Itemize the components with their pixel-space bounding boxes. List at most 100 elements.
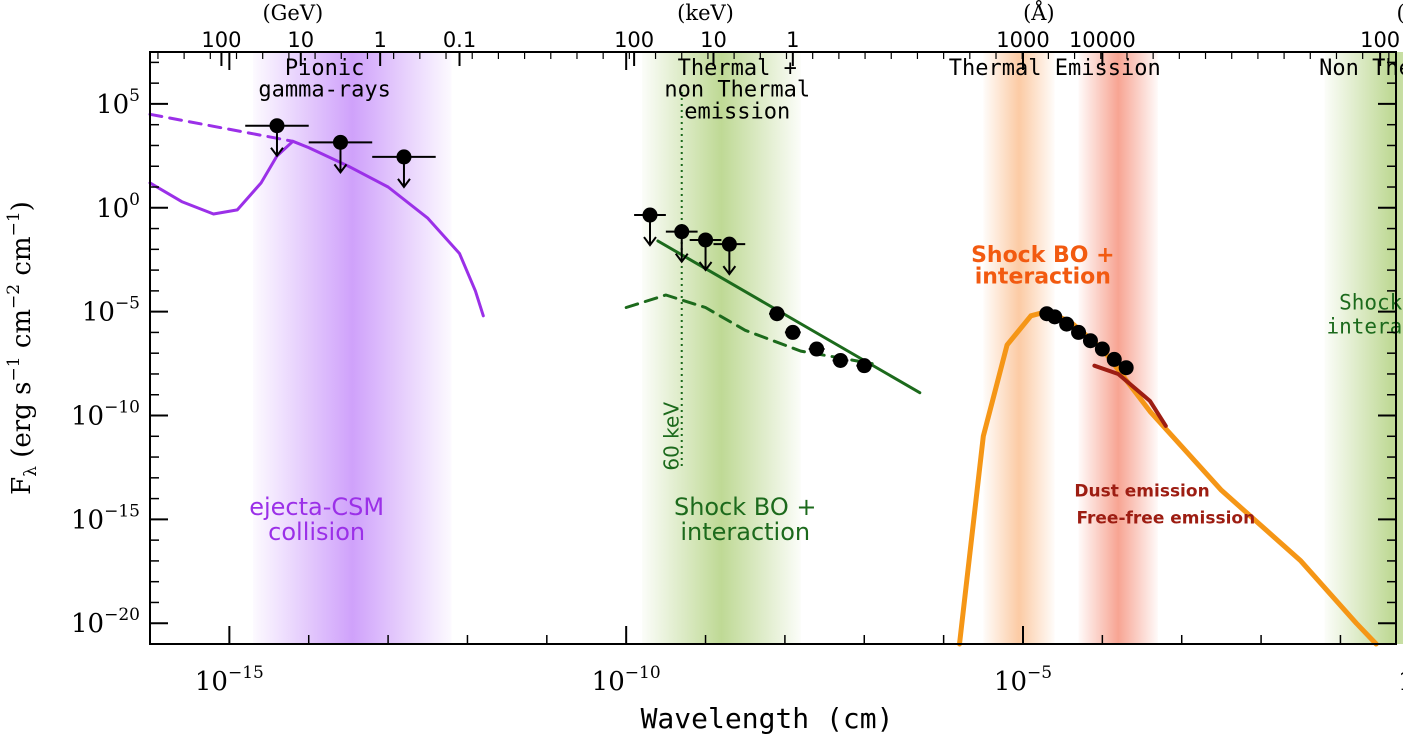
y-tick-label: 10−5 (82, 294, 140, 328)
x-tick-exp: −5 (1027, 663, 1052, 683)
y-tick-base: 10 (96, 90, 129, 120)
annotation-shockcsm-1: Shock-CSM (1339, 291, 1403, 315)
y-title-exp1: −1 (4, 356, 24, 381)
annotation-pionic-2: gamma-rays (258, 78, 390, 103)
y-title-exp3: −1 (4, 211, 24, 236)
vline-60kev-label: 60 keV (660, 402, 684, 471)
x-tick-label: 10−10 (592, 663, 661, 697)
data-point-marker (785, 324, 801, 340)
top-axis-unit: (keV) (677, 1, 734, 25)
y-tick-base: 10 (71, 609, 104, 639)
data-point (689, 232, 722, 272)
x-tick-base: 10 (994, 667, 1027, 697)
y-tick-label: 10−15 (71, 501, 140, 535)
data-point-marker (332, 134, 348, 150)
data-point-marker (1047, 309, 1063, 325)
top-tick-label: 1000 (996, 28, 1049, 52)
annotation-thermal-nt-3: emission (684, 99, 790, 124)
top-tick-label: 10 (700, 28, 727, 52)
data-point-marker (769, 306, 785, 322)
band-radio (1324, 52, 1403, 644)
y-axis-title: Fλ (erg s−1 cm−2 cm−1) (4, 201, 41, 495)
top-axis-unit: (Å) (1023, 0, 1055, 25)
y-tick-exp: 0 (129, 190, 140, 210)
x-axis-title: Wavelength (cm) (641, 702, 894, 735)
data-point-marker (1082, 333, 1098, 349)
upper-limit-arrow (698, 261, 713, 272)
y-tick-label: 10−10 (71, 398, 140, 432)
top-axis-unit: (GeV) (262, 1, 323, 25)
annotation-shockbo-x-2: interaction (680, 518, 810, 546)
top-tick-label: 1 (373, 28, 386, 52)
y-tick-label: 10−20 (71, 605, 140, 639)
data-point (1106, 351, 1122, 367)
data-point-marker (832, 352, 848, 368)
x-tick-label: 10−5 (994, 663, 1052, 697)
x-tick-base: 10 (592, 667, 625, 697)
data-point (1071, 324, 1087, 340)
wavelength-bands (253, 52, 1403, 644)
series-line-5 (1092, 363, 1168, 428)
axis-ticks: 10−1510−1010−510010510010−510−1010−1510−… (71, 0, 1403, 697)
y-tick-exp: −20 (104, 605, 140, 625)
x-tick-label: 100 (1398, 663, 1403, 697)
data-point (784, 324, 801, 340)
data-point-marker (1106, 351, 1122, 367)
x-tick-exp: −15 (228, 663, 264, 683)
data-point-marker (269, 118, 285, 134)
data-point (372, 149, 436, 189)
x-tick-exp: −10 (625, 663, 661, 683)
annotation-ejecta-1: ejecta-CSM (249, 493, 384, 521)
top-tick-label: 1 (786, 28, 799, 52)
data-point-marker (396, 149, 412, 165)
annotation-ejecta-2: collision (268, 518, 365, 546)
upper-limit-arrow (397, 178, 411, 189)
annotation-thermal-nt-1: Thermal + (678, 56, 797, 81)
data-point (1059, 316, 1075, 332)
data-point-marker (642, 207, 658, 223)
upper-limit-arrow (270, 147, 284, 158)
data-point-marker (1059, 316, 1075, 332)
y-title-lambda: λ (21, 466, 41, 477)
data-point (808, 341, 825, 357)
data-point (308, 134, 373, 175)
y-tick-exp: −5 (115, 294, 140, 314)
annotation-dust: Dust emission (1074, 482, 1209, 502)
data-point-marker (1118, 360, 1134, 376)
data-point (665, 224, 698, 264)
data-point-marker (698, 232, 714, 248)
annotation-thermal-em: Thermal Emission (949, 56, 1161, 81)
annotation-pionic-1: Pionic (285, 56, 364, 81)
x-tick-label: 10−15 (195, 663, 264, 697)
y-tick-exp: −10 (104, 398, 140, 418)
data-point (713, 236, 746, 276)
upper-limit-arrow (643, 236, 657, 247)
data-point-marker (721, 236, 737, 252)
data-points (245, 118, 1134, 376)
band-gamma (253, 52, 452, 644)
data-point (832, 352, 849, 368)
band-uv (983, 52, 1055, 644)
data-point (1047, 309, 1063, 325)
annotation-non-thermal: Non Thermal (1319, 56, 1403, 81)
series-line-1 (148, 112, 295, 143)
data-point (1094, 341, 1110, 357)
annotation-shockbo-o-1: Shock BO + (971, 243, 1115, 268)
data-point-marker (809, 341, 825, 357)
y-title-cm2: cm (7, 236, 37, 283)
x-tick-base: 10 (195, 667, 228, 697)
band-xray (642, 52, 801, 644)
y-tick-base: 10 (96, 194, 129, 224)
data-point (245, 118, 309, 158)
top-tick-label: 100 (201, 28, 241, 52)
y-tick-base: 10 (71, 402, 104, 432)
vline-60kev: 60 keV (660, 92, 684, 471)
data-point (634, 207, 666, 247)
y-tick-base: 10 (82, 298, 115, 328)
y-title-f: F (7, 477, 37, 495)
y-title-erg: (erg s (7, 382, 37, 466)
y-tick-label: 105 (96, 86, 140, 120)
y-title-exp2: −2 (4, 284, 24, 309)
annotation-shockbo-x-1: Shock BO + (674, 493, 817, 521)
